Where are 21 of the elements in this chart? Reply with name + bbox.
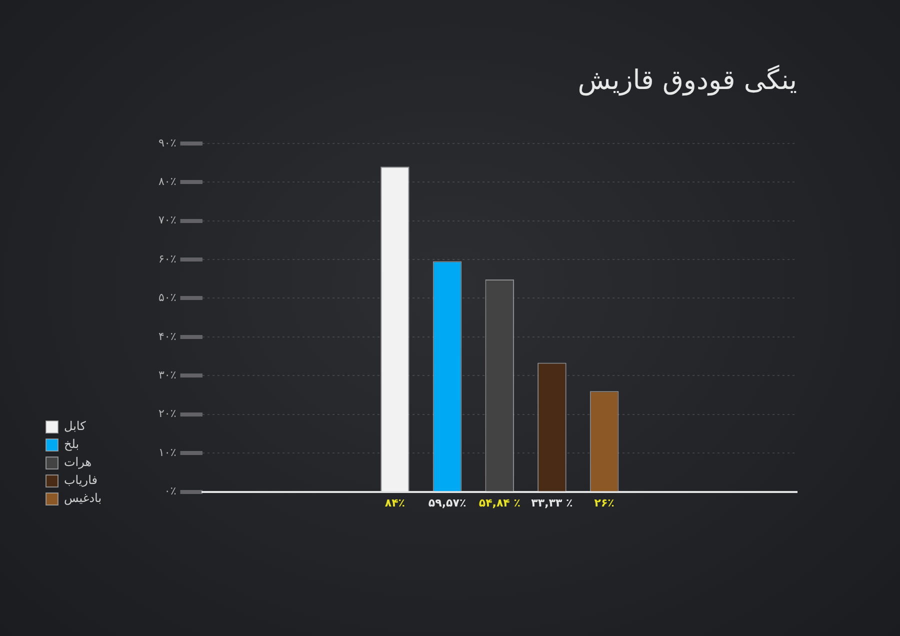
legend-label: فاریاب <box>64 473 98 488</box>
y-tick-label: ۹۰٪ <box>158 136 176 150</box>
y-tick-label: ۱۰٪ <box>158 446 176 459</box>
y-tick-label: ۳۰٪ <box>158 368 176 382</box>
y-tick-label: ۵۰٪ <box>158 291 176 304</box>
data-label: ۲۶٪ <box>594 496 614 510</box>
legend-label: بلخ <box>64 437 80 452</box>
y-tick-label: ۴۰٪ <box>158 330 176 343</box>
data-label: ۵۹,۵۷٪ <box>428 496 466 510</box>
y-tick-label: ۶۰٪ <box>158 252 176 266</box>
y-tick-label: ۷۰٪ <box>158 214 176 227</box>
y-tick-label: ۲۰٪ <box>158 407 176 420</box>
data-label: ۸۴٪ <box>384 496 406 510</box>
legend-label: کابل <box>64 419 86 434</box>
legend-label: بادغیس <box>64 491 102 506</box>
y-tick-label: ۸۰٪ <box>158 174 176 188</box>
data-label: ۵۴,۸۴ ٪ <box>478 496 520 510</box>
data-label: ۳۳,۳۳ ٪ <box>531 496 573 510</box>
legend-label: هرات <box>64 455 92 470</box>
y-tick-label: ۰٪ <box>164 484 176 498</box>
chart-title: ینگی قودوق قازیش <box>578 64 797 96</box>
